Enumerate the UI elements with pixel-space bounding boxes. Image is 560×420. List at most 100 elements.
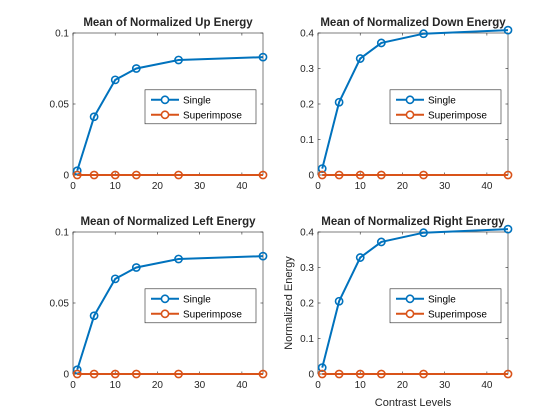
x-tick-label: 10	[110, 181, 122, 192]
data-point-superimpose	[258, 170, 268, 180]
data-point-single	[355, 253, 365, 262]
legend-marker-superimpose	[405, 110, 415, 120]
x-tick-label: 10	[355, 380, 367, 391]
legend-marker-single	[160, 95, 170, 105]
data-point-superimpose	[376, 170, 386, 180]
x-axis-label: Contrast Levels	[375, 397, 452, 409]
legend: Single Superimpose	[144, 288, 257, 324]
data-point-single	[89, 311, 99, 321]
legend-label-single: Single	[428, 294, 456, 305]
legend-label-superimpose: Superimpose	[428, 309, 487, 320]
legend: Single Superimpose	[389, 89, 502, 125]
data-point-single	[174, 55, 183, 65]
legend-label-single: Single	[183, 294, 211, 305]
data-point-superimpose	[110, 170, 120, 180]
subplot-3: 0 10 20 30 40 0 0.05 0.1 Mean of Normalized Left…	[50, 216, 268, 391]
data-point-single	[258, 52, 268, 62]
subplot-1: 0 10 20 30 40 0 0.05 0.1 Mean of Normalized Up E…	[50, 17, 268, 192]
x-tick-label: 10	[110, 380, 122, 391]
data-point-superimpose	[72, 369, 82, 379]
data-point-single	[89, 112, 99, 122]
y-tick-label: 0	[308, 171, 314, 182]
series-line-single	[76, 255, 264, 371]
legend: Single Superimpose	[144, 89, 257, 125]
legend-marker-superimpose	[405, 309, 415, 319]
y-tick-label: 0	[63, 171, 69, 182]
y-tick-label: 0.2	[300, 299, 314, 310]
data-point-single	[317, 363, 327, 373]
y-tick-label: 0.1	[55, 29, 69, 40]
data-point-superimpose	[131, 170, 141, 180]
data-point-superimpose	[89, 170, 99, 180]
x-tick-label: 10	[355, 181, 367, 192]
x-tick-label: 40	[481, 181, 493, 192]
data-point-superimpose	[72, 170, 82, 180]
data-point-superimpose	[334, 170, 344, 180]
data-point-single	[110, 274, 120, 284]
data-point-single	[503, 224, 513, 234]
data-point-superimpose	[131, 369, 141, 379]
x-tick-label: 40	[236, 181, 248, 192]
y-tick-label: 0.3	[300, 64, 314, 75]
y-tick-label: 0.2	[300, 100, 314, 111]
legend-label-superimpose: Superimpose	[428, 110, 487, 121]
x-tick-label: 30	[194, 181, 206, 192]
data-point-single	[334, 296, 344, 306]
data-point-single	[317, 164, 327, 174]
data-point-superimpose	[419, 369, 428, 379]
data-point-single	[258, 251, 268, 261]
series-line-single	[76, 56, 264, 172]
x-tick-label: 20	[152, 380, 164, 391]
legend-marker-superimpose	[160, 110, 170, 120]
x-tick-label: 30	[439, 181, 451, 192]
data-point-single	[131, 64, 141, 73]
x-tick-label: 20	[397, 380, 409, 391]
data-point-single	[419, 228, 428, 238]
x-tick-label: 30	[439, 380, 451, 391]
legend-label-single: Single	[183, 95, 211, 106]
series-line-single	[321, 228, 509, 368]
data-point-superimpose	[503, 170, 513, 180]
data-point-superimpose	[419, 170, 428, 180]
y-tick-label: 0	[308, 370, 314, 381]
data-point-superimpose	[174, 369, 183, 379]
data-point-single	[503, 25, 513, 35]
data-point-superimpose	[174, 170, 183, 180]
legend-label-superimpose: Superimpose	[183, 110, 242, 121]
y-tick-label: 0.1	[55, 228, 69, 239]
data-point-single	[174, 254, 183, 264]
x-tick-label: 20	[152, 181, 164, 192]
y-tick-label: 0.05	[50, 100, 70, 111]
y-axis-label: Normalized Energy	[283, 256, 295, 350]
subplot-2: 0 10 20 30 40 0 0.1 0.2 0.3 0.4 Mean of Normalized…	[300, 17, 513, 192]
legend-marker-single	[405, 294, 415, 304]
data-point-superimpose	[89, 369, 99, 379]
x-tick-label: 20	[397, 181, 409, 192]
data-point-single	[376, 237, 386, 247]
y-tick-label: 0.3	[300, 263, 314, 274]
subplot-4: 0 10 20 30 40 0 0.1 0.2 0.3 0.4 Mean of Normalized…	[283, 216, 513, 409]
data-point-superimpose	[317, 369, 327, 379]
y-tick-label: 0.4	[300, 29, 314, 40]
y-tick-label: 0.1	[300, 135, 314, 146]
x-tick-label: 0	[70, 181, 76, 192]
data-point-superimpose	[110, 369, 120, 379]
plot-title: Mean of Normalized Down Energy	[320, 17, 506, 29]
legend-label-superimpose: Superimpose	[183, 309, 242, 320]
x-tick-label: 0	[70, 380, 76, 391]
data-point-superimpose	[376, 369, 386, 379]
legend-label-single: Single	[428, 95, 456, 106]
y-tick-label: 0.1	[300, 334, 314, 345]
data-point-single	[334, 97, 344, 107]
data-point-single	[419, 29, 428, 39]
x-tick-label: 40	[481, 380, 493, 391]
data-point-single	[131, 263, 141, 272]
x-tick-label: 0	[315, 181, 321, 192]
plot-title: Mean of Normalized Up Energy	[83, 17, 253, 29]
legend: Single Superimpose	[389, 288, 502, 324]
y-tick-label: 0.05	[50, 299, 70, 310]
data-point-single	[110, 75, 120, 85]
data-point-superimpose	[317, 170, 327, 180]
data-point-superimpose	[503, 369, 513, 379]
